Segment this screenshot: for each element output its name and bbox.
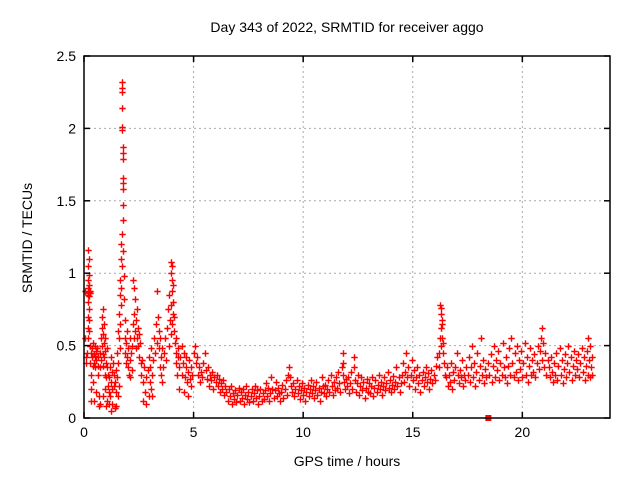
y-tick-label: 1 <box>68 265 76 281</box>
x-tick-label: 0 <box>80 424 88 440</box>
plot-border <box>83 55 611 419</box>
y-tick-label: 2.5 <box>57 48 77 64</box>
chart-title: Day 343 of 2022, SRMTID for receiver agg… <box>210 19 484 35</box>
x-tick-label: 5 <box>190 424 198 440</box>
y-tick-label: 2 <box>68 120 76 136</box>
y-tick-label: 0 <box>68 410 76 426</box>
scatter-points <box>82 79 596 415</box>
x-axis-label: GPS time / hours <box>293 453 401 469</box>
x-tick-label: 20 <box>515 424 531 440</box>
y-tick-label: 0.5 <box>57 338 77 354</box>
x-tick-label: 15 <box>405 424 421 440</box>
x-tick-label: 10 <box>295 424 311 440</box>
y-tick-label: 1.5 <box>57 193 77 209</box>
